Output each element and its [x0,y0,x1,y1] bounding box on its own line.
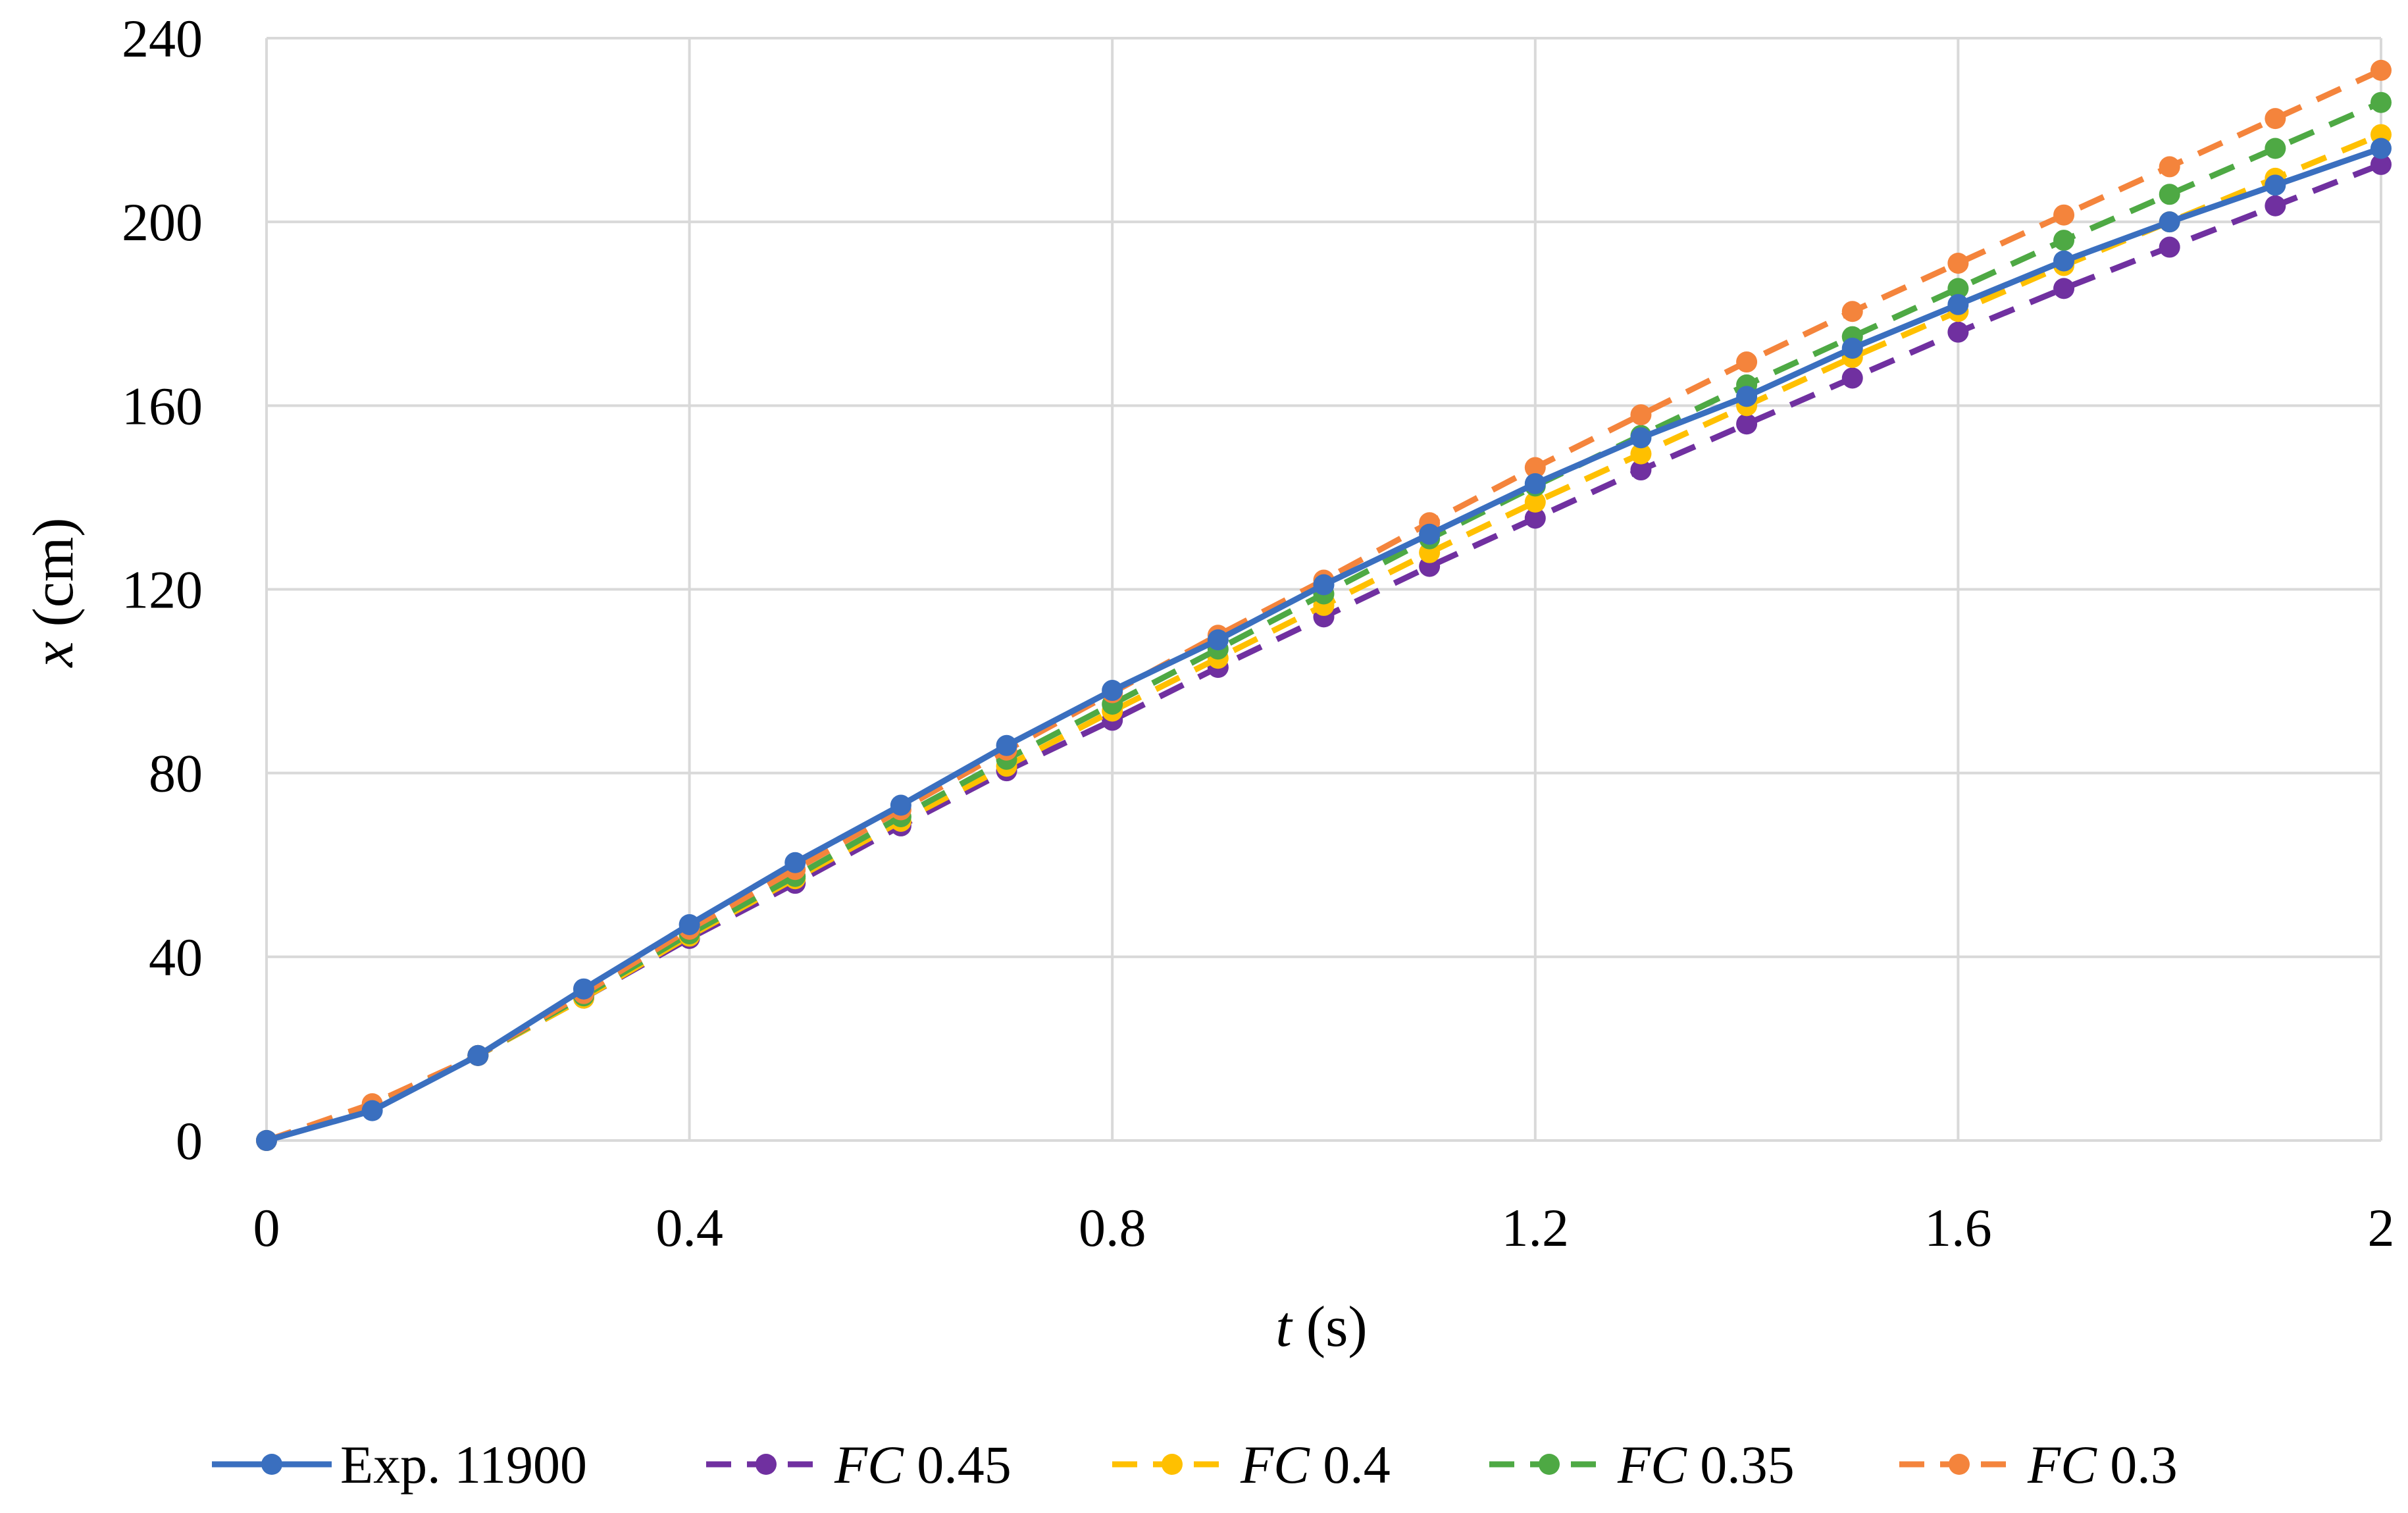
y-tick-label: 240 [122,9,203,68]
x-tick-label: 1.6 [1924,1198,1992,1258]
data-point [1947,294,1969,315]
data-point [890,794,911,816]
x-tick-labels: 0 0.4 0.8 1.2 1.6 2 [253,1198,2395,1258]
data-point [2370,138,2392,159]
data-point [2159,236,2180,258]
data-point [1841,367,1863,389]
data-point [2159,211,2180,233]
y-tick-label: 80 [149,744,203,804]
data-point [1524,457,1546,478]
data-point [2053,250,2075,272]
data-point [996,734,1017,756]
data-point [1841,301,1863,322]
data-point [256,1130,277,1151]
y-tick-labels: 0 40 80 120 160 200 240 [122,9,203,1171]
data-point [361,1100,383,1121]
legend-item: FC 0.3 [1899,1435,2178,1495]
data-point [1524,507,1546,529]
x-tick-label: 2 [2368,1198,2395,1258]
data-point [2265,195,2286,217]
legend-label-prefix: FC [1240,1435,1310,1495]
series-exp-11900 [256,138,2392,1151]
data-point [1947,252,1969,274]
data-point [1524,491,1546,513]
data-point [1207,629,1229,651]
legend-marker [261,1454,282,1475]
y-tick-label: 120 [122,560,203,620]
y-axis-title: x (cm) [22,517,86,668]
data-point [1630,404,1652,426]
legend-item: FC 0.4 [1112,1435,1391,1495]
legend-label: FC 0.4 [1240,1435,1391,1495]
legend-label: FC 0.3 [2027,1435,2178,1495]
data-point [2053,278,2075,299]
x-tick-label: 0.8 [1079,1198,1146,1258]
data-point [2370,59,2392,81]
data-point [1630,459,1652,481]
y-tick-label: 160 [122,376,203,436]
legend-label-prefix: FC [2027,1435,2097,1495]
gridlines [265,37,2382,1142]
legend-label: FC 0.35 [1617,1435,1795,1495]
data-point [784,852,806,873]
legend-marker [1162,1454,1183,1475]
data-point [1947,278,1969,299]
legend-label-suffix: 0.35 [1687,1435,1795,1495]
data-point [1841,338,1863,359]
data-point [2053,230,2075,251]
data-point [2159,156,2180,178]
data-point [2053,204,2075,226]
legend-label-prefix: FC [1617,1435,1687,1495]
data-point [573,978,594,1000]
data-point [1419,523,1441,545]
data-point [2370,91,2392,113]
legend-label-prefix: FC [834,1435,904,1495]
legend-item: FC 0.45 [706,1435,1012,1495]
x-tick-label: 0 [253,1198,280,1258]
data-point [2265,174,2286,196]
series-layer [256,59,2392,1151]
y-tick-label: 40 [149,927,203,987]
data-point [1102,680,1123,702]
x-tick-label: 1.2 [1502,1198,1570,1258]
legend: Exp. 11900 FC 0.45 FC 0.4 FC 0.35 FC 0.3 [212,1435,2178,1495]
legend-item: FC 0.35 [1489,1435,1795,1495]
x-axis-title: t (s) [1275,1295,1367,1359]
data-point [1736,413,1758,435]
legend-label-suffix: 0.3 [2097,1435,2178,1495]
data-point [2265,108,2286,130]
data-point [1736,386,1758,407]
data-point [1736,351,1758,373]
data-point [1524,473,1546,494]
legend-label: Exp. 11900 [340,1435,587,1495]
data-point [2265,138,2286,159]
y-tick-label: 0 [176,1111,203,1171]
x-tick-label: 0.4 [655,1198,723,1258]
data-point [2159,184,2180,205]
legend-label-suffix: 0.4 [1310,1435,1391,1495]
data-point [467,1044,489,1066]
legend-label-suffix: 0.45 [904,1435,1012,1495]
data-point [1947,321,1969,343]
legend-marker [756,1454,777,1475]
data-point [679,913,700,935]
data-point [1313,574,1335,596]
data-point [2370,153,2392,175]
legend-marker [1539,1454,1560,1475]
y-tick-label: 200 [122,192,203,252]
legend-label: FC 0.45 [834,1435,1012,1495]
data-point [1630,427,1652,449]
legend-item: Exp. 11900 [212,1435,587,1495]
legend-marker [1949,1454,1970,1475]
data-point [1630,443,1652,465]
